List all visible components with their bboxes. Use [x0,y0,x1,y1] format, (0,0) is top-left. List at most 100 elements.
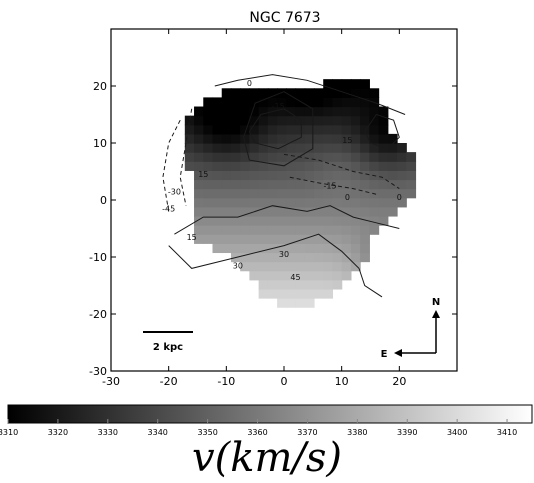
map-pixel [221,161,232,171]
map-pixel [313,152,324,162]
map-pixel [221,97,232,108]
map-pixel [267,115,278,126]
map-pixel [332,170,343,181]
map-pixel [323,170,334,181]
colorbar-tick-label: 3330 [98,428,118,437]
map-pixel [387,206,398,217]
map-pixel [295,206,306,217]
map-pixel [323,79,334,89]
colorbar-tick-label: 3370 [297,428,317,437]
compass-east-arrowhead [394,349,402,357]
map-pixel [295,298,306,308]
map-pixel [378,133,389,144]
map-pixel [258,161,269,171]
contour-label: 15 [187,233,197,242]
map-pixel [304,261,315,272]
map-pixel [286,115,297,126]
map-pixel [313,225,324,235]
map-pixel [258,88,269,98]
map-pixel [249,270,260,281]
map-pixel [378,197,389,208]
map-pixel [277,243,287,254]
map-pixel [230,179,241,190]
map-pixel [212,206,223,217]
map-pixel [304,243,315,254]
map-pixel [277,179,287,190]
map-pixel [304,215,315,226]
map-pixel [323,288,334,299]
map-pixel [304,234,315,244]
map-pixel [378,206,389,217]
map-pixel [221,152,232,162]
map-pixel [184,161,195,171]
map-pixel [221,225,232,235]
map-pixel [341,179,352,190]
map-pixel [230,197,241,208]
map-pixel [203,197,214,208]
map-pixel [267,279,278,290]
map-pixel [249,88,260,98]
compass: N E [381,297,441,360]
map-pixel [332,215,343,226]
map-pixel [286,261,297,272]
map-pixel [332,97,343,108]
map-pixel [286,279,297,290]
map-pixel [332,279,343,290]
contour-line [179,108,193,206]
map-pixel [387,161,398,171]
map-pixel [378,152,389,162]
map-pixel [203,170,214,181]
map-pixel [313,206,324,217]
map-pixel [313,179,324,190]
map-pixel [295,106,306,117]
map-pixel [332,115,343,126]
contour-line [168,233,383,298]
map-pixel [240,161,250,171]
map-pixel [194,115,204,126]
map-pixel [203,97,214,108]
map-pixel [378,179,389,190]
map-pixel [323,97,334,108]
map-pixel [360,170,370,181]
x-axis: -30 -20 -10 0 10 20 [102,29,406,388]
map-pixel [295,115,306,126]
map-pixel [350,97,361,108]
map-pixel [286,234,297,244]
map-pixel [397,161,407,171]
map-pixel [313,133,324,144]
map-pixel [323,270,334,281]
map-pixel [397,197,407,208]
map-pixel [313,215,324,226]
map-pixel [332,179,343,190]
map-pixel [286,88,297,98]
map-pixel [258,133,269,144]
map-pixel [397,179,407,190]
map-pixel [350,261,361,272]
map-pixel [212,234,223,244]
map-pixel [378,170,389,181]
map-pixel [369,115,380,126]
colorbar-tick-label: 3410 [497,428,517,437]
map-pixel [230,88,241,98]
map-pixel [203,143,214,153]
map-pixel [203,152,214,162]
map-pixel [295,225,306,235]
map-pixel [360,225,370,235]
map-pixel [313,115,324,126]
contour-label: 15 [198,170,208,179]
map-pixel [341,115,352,126]
map-pixel [240,124,250,135]
map-pixel [295,133,306,144]
contour-label: 30 [279,250,289,259]
map-pixel [332,88,343,98]
contour-line [283,153,400,190]
map-pixel [360,106,370,117]
map-pixel [267,252,278,263]
map-pixel [313,243,324,254]
map-pixel [277,197,287,208]
map-pixel [387,143,398,153]
map-pixel [221,133,232,144]
map-pixel [240,197,250,208]
map-pixel [277,152,287,162]
map-pixel [240,179,250,190]
